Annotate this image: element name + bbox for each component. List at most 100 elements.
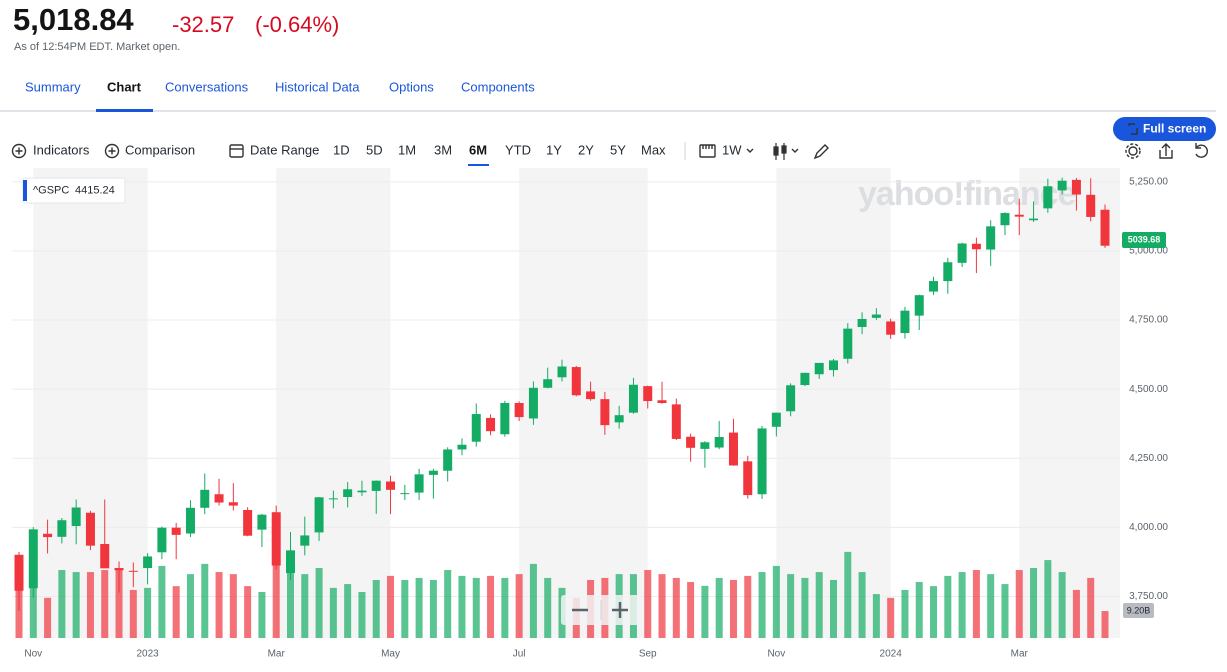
grid	[12, 181, 1120, 598]
candle-body	[486, 417, 496, 432]
volume-bar	[687, 582, 695, 638]
x-tick-label: Nov	[767, 649, 785, 660]
settings-icon[interactable]	[1125, 143, 1141, 159]
range-button[interactable]: 1Y	[546, 142, 562, 157]
market-status: As of 12:54PM EDT. Market open.	[14, 41, 180, 53]
price: 5,018.84	[13, 2, 134, 37]
reset-icon[interactable]	[1195, 143, 1208, 158]
axes: Nov 2023 Mar May Jul Sep Nov 2024 Mar 3,750.00 4,0…	[24, 176, 1168, 659]
range-button[interactable]: 3M	[434, 142, 452, 157]
y-tick-label: 4,000.00	[1129, 522, 1168, 533]
interval-icon	[699, 144, 716, 158]
candle-body	[357, 490, 367, 493]
range-button[interactable]: Max	[641, 142, 666, 157]
add-icon	[11, 143, 27, 159]
comparison-button[interactable]: Comparison	[125, 142, 195, 157]
candle-body	[714, 437, 724, 448]
zoom-in-button[interactable]	[612, 602, 628, 618]
chart-type-icon[interactable]	[773, 143, 787, 160]
settings-icon[interactable]	[1128, 146, 1138, 156]
chevron	[791, 148, 799, 153]
price-tag	[1122, 231, 1166, 248]
candle-body	[171, 527, 181, 535]
volume-bar	[930, 586, 938, 638]
range-button[interactable]: 1D	[333, 142, 350, 157]
candle-body	[243, 509, 253, 536]
tab-active[interactable]: Chart	[107, 79, 142, 94]
volume-bar	[487, 575, 495, 638]
volume-bar	[401, 579, 409, 638]
volume-bar	[844, 551, 852, 638]
volume-bar	[144, 587, 152, 638]
candle-body	[543, 379, 553, 388]
range-button[interactable]: 6M	[469, 142, 487, 157]
date-range-button[interactable]: Date Range	[250, 142, 319, 157]
volume-bar	[358, 591, 366, 638]
volume-bar	[787, 574, 795, 638]
candle-body	[386, 481, 396, 490]
tab[interactable]: Conversations	[165, 79, 249, 94]
range-button[interactable]: 5D	[366, 142, 383, 157]
candle-body	[829, 360, 838, 371]
tab[interactable]: Summary	[25, 79, 81, 94]
volume-bar	[958, 572, 966, 638]
volume-bar	[172, 586, 180, 638]
full-screen-button[interactable]	[1113, 117, 1216, 141]
candle-body	[200, 489, 210, 508]
candle-body	[428, 470, 438, 475]
candle-body	[686, 436, 696, 448]
volume-bar	[301, 574, 309, 638]
candle-body	[100, 544, 110, 569]
period-shading	[12, 168, 1120, 638]
range-button[interactable]: 2Y	[578, 142, 594, 157]
candle-body	[457, 444, 467, 450]
period-band	[33, 168, 148, 638]
candle-body	[528, 387, 538, 419]
candle-body	[886, 321, 896, 335]
tab[interactable]: Components	[461, 79, 535, 94]
candle-body	[614, 415, 624, 423]
candle-body	[228, 502, 238, 506]
x-tick-label: Jul	[513, 649, 526, 660]
volume-bar	[287, 562, 294, 638]
tab[interactable]: Historical Data	[275, 79, 360, 94]
interval-button[interactable]: 1W	[722, 142, 742, 157]
x-tick-label: 2023	[136, 649, 159, 660]
candle-body	[328, 498, 338, 500]
volume-bar	[258, 591, 266, 638]
candle-body	[571, 367, 581, 396]
draw-icon[interactable]	[813, 144, 829, 160]
candle-body	[900, 310, 910, 334]
volume-bar	[1101, 611, 1109, 638]
range-button[interactable]: YTD	[505, 142, 531, 157]
volume-bar	[944, 575, 952, 638]
candle-body	[628, 384, 638, 413]
candle-body	[185, 507, 195, 534]
full-screen-label[interactable]: Full screen	[1143, 122, 1206, 136]
volume-bar	[444, 570, 452, 638]
volume-bar	[972, 570, 980, 638]
share-icon[interactable]	[1159, 143, 1173, 159]
volume-bar	[887, 597, 895, 638]
candle-body	[1100, 209, 1110, 246]
volume-bar	[458, 575, 466, 638]
volume-tag-label: 9.20B	[1127, 605, 1151, 615]
volume-bar	[86, 572, 94, 638]
volume-bar	[529, 563, 537, 638]
candle-body	[743, 461, 753, 496]
candle-body	[414, 474, 424, 493]
candle-body	[728, 432, 738, 466]
range-button[interactable]: 1M	[398, 142, 416, 157]
tab[interactable]: Options	[389, 79, 434, 94]
volume-bar	[515, 574, 523, 638]
candle-body	[1043, 186, 1053, 209]
candle-body	[114, 568, 124, 571]
indicators-button[interactable]: Indicators	[33, 142, 90, 157]
chevron	[746, 148, 754, 153]
candle-body	[1057, 180, 1067, 191]
tab-underline	[96, 109, 153, 112]
range-button[interactable]: 5Y	[610, 142, 626, 157]
candle-body	[314, 497, 324, 533]
volume-bar	[272, 563, 280, 638]
